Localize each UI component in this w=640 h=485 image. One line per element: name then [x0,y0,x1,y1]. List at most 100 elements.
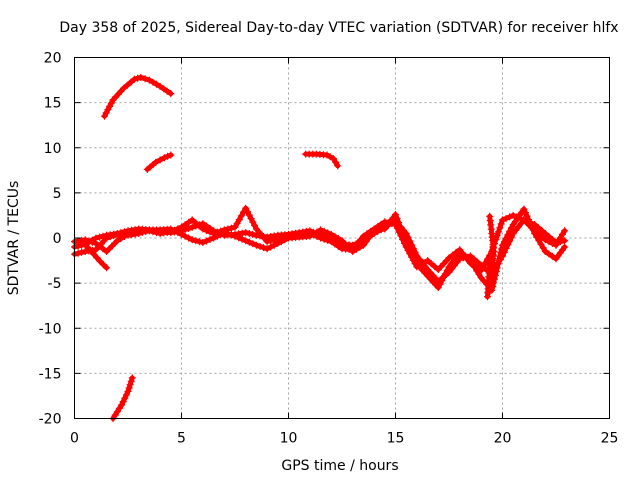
data-point-marker [134,74,142,82]
data-point-marker [85,237,93,245]
data-point-marker [235,216,243,224]
data-point-marker [121,394,129,402]
data-point-marker [558,230,566,238]
data-point-marker [399,236,407,243]
data-point-marker [537,240,545,248]
data-point-marker [188,236,196,244]
data-point-marker [489,242,497,250]
data-point-marker [310,231,317,239]
data-point-marker [334,235,342,243]
data-point-marker [424,257,432,265]
data-point-marker [516,214,524,222]
data-point-marker [152,158,160,166]
data-point-marker [247,215,255,223]
data-point-marker [490,239,498,246]
data-point-marker [167,228,175,236]
data-point-marker [153,80,160,88]
data-point-marker [324,229,332,237]
data-point-marker [235,234,243,242]
data-point-marker [192,219,200,227]
data-point-marker [494,260,502,268]
data-point-marker [199,239,207,246]
data-point-marker [90,250,98,258]
data-point-marker [74,249,82,257]
data-point-marker [128,374,136,382]
data-point-marker [110,232,118,240]
data-point-marker [393,215,401,222]
data-point-marker [99,261,107,269]
data-point-marker [317,226,325,234]
data-point-marker [124,387,132,395]
data-point-marker [249,240,257,248]
x-tick-label: 5 [177,431,186,447]
data-point-marker [167,90,175,98]
data-point-marker [359,241,367,249]
data-point-marker [504,231,512,239]
data-point-marker [388,220,396,228]
data-point-marker [320,235,328,243]
data-point-marker [479,263,487,271]
data-point-marker [408,253,416,261]
data-point-marker [185,234,193,242]
data-point-marker [242,229,250,237]
data-point-marker [163,87,171,95]
data-point-marker [252,241,260,249]
data-point-marker [126,381,134,389]
data-point-marker [113,237,121,245]
data-point-marker [185,218,193,226]
data-point-marker [393,224,401,232]
data-point-marker [420,259,428,267]
y-tick-label: -20 [39,412,62,428]
data-point-marker [245,230,253,237]
data-point-marker [263,238,271,246]
data-point-marker [413,263,421,271]
data-point-marker [122,391,130,399]
data-point-marker [392,211,399,218]
data-point-marker [106,233,114,241]
data-point-marker [145,76,153,84]
data-point-marker [188,223,196,231]
data-point-marker [531,227,539,235]
data-point-marker [203,227,210,234]
data-point-marker [87,247,95,255]
data-point-marker [477,267,485,274]
data-point-marker [498,245,506,253]
data-point-marker [78,248,86,256]
data-point-marker [427,260,435,268]
data-point-marker [130,75,138,83]
data-point-marker [263,245,271,253]
data-point-marker [137,73,145,81]
data-point-marker [488,250,496,258]
data-point-marker [118,401,126,409]
data-point-marker [381,225,389,233]
data-point-marker [274,235,282,243]
data-point-marker [392,221,399,228]
data-point-marker [541,248,549,255]
x-tick-label: 10 [280,431,298,447]
data-point-marker [397,232,405,240]
data-point-marker [195,222,203,230]
data-point-marker [450,256,458,264]
data-point-marker [125,384,133,392]
data-point-marker [445,263,453,271]
data-point-marker [538,227,546,234]
data-point-marker [561,243,569,251]
y-tick-label: 0 [53,231,62,247]
data-point-marker [101,112,108,120]
data-point-marker [313,233,321,240]
data-point-marker [256,242,264,250]
data-point-marker [102,109,110,117]
data-point-marker [103,264,111,272]
series-layer [71,73,569,422]
data-point-marker [192,237,200,245]
data-point-marker [199,225,207,233]
data-point-marker [487,254,495,262]
y-tick-label: -5 [48,276,62,292]
data-point-marker [156,82,164,90]
data-point-marker [474,264,481,272]
tick-layer: 0 5 10 15 20 25 -20 -15 -10 -5 0 5 10 15 20 [39,51,619,447]
x-tick-label: 15 [387,431,405,447]
x-tick-label: 0 [70,431,79,447]
